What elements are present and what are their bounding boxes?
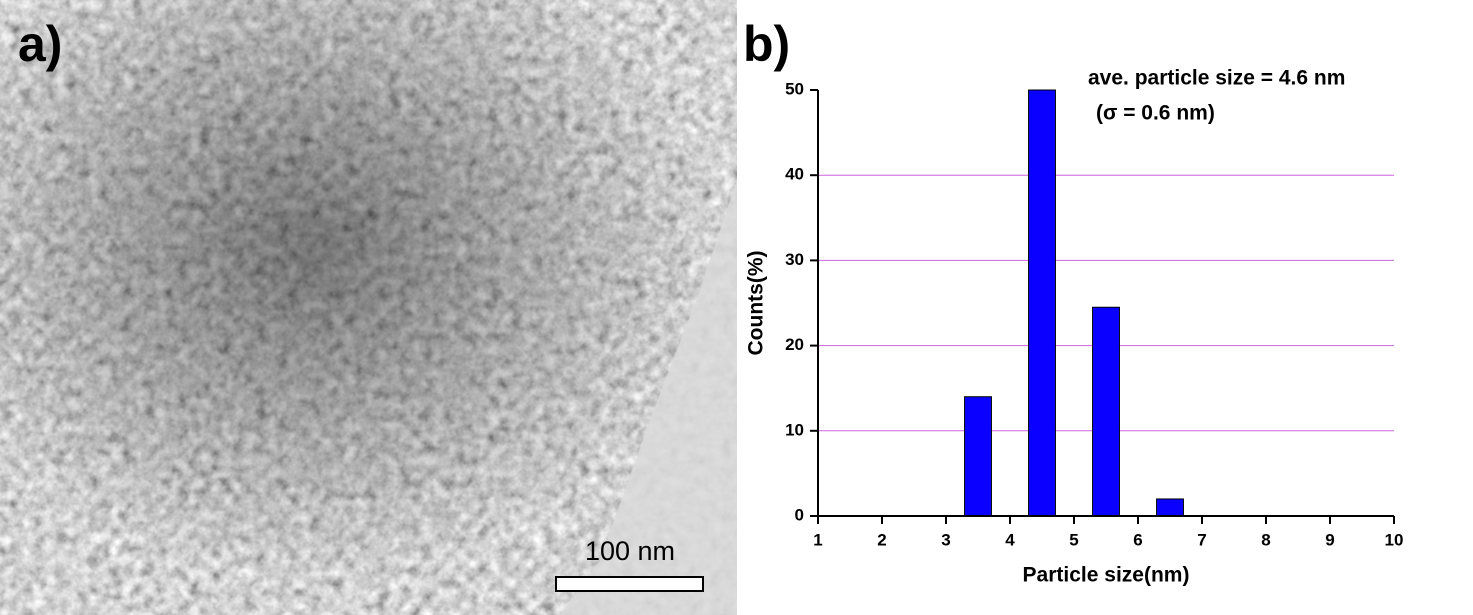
x-tick-label: 8: [1261, 530, 1270, 549]
y-tick-label: 30: [785, 250, 804, 269]
panel-label: a): [18, 16, 62, 72]
y-axis-label: Counts(%): [745, 251, 768, 356]
panel-label: b): [743, 16, 790, 72]
y-tick-label: 20: [785, 335, 804, 354]
x-tick-label: 10: [1385, 530, 1404, 549]
x-tick-label: 4: [1005, 530, 1015, 549]
y-tick-label: 40: [785, 165, 804, 184]
bar: [1156, 498, 1184, 517]
tem-image: 100 nm a): [0, 0, 737, 615]
annotation: (σ = 0.6 nm): [1096, 102, 1215, 125]
x-tick-label: 5: [1069, 530, 1078, 549]
y-tick-label: 50: [785, 79, 804, 98]
x-tick-label: 2: [877, 530, 886, 549]
bar: [964, 396, 992, 517]
x-axis-label: Particle size(nm): [1023, 564, 1190, 587]
scale-bar-label: 100 nm: [585, 536, 675, 566]
y-tick-label: 10: [785, 420, 804, 439]
annotation: ave. particle size = 4.6 nm: [1088, 67, 1345, 90]
y-tick-label: 0: [795, 505, 804, 524]
scale-bar: [555, 576, 704, 592]
x-tick-label: 9: [1325, 530, 1334, 549]
bar: [1092, 306, 1120, 517]
x-tick-label: 1: [813, 530, 822, 549]
bar: [1028, 89, 1056, 517]
x-tick-label: 6: [1133, 530, 1142, 549]
x-tick-label: 3: [941, 530, 950, 549]
x-tick-label: 7: [1197, 530, 1206, 549]
